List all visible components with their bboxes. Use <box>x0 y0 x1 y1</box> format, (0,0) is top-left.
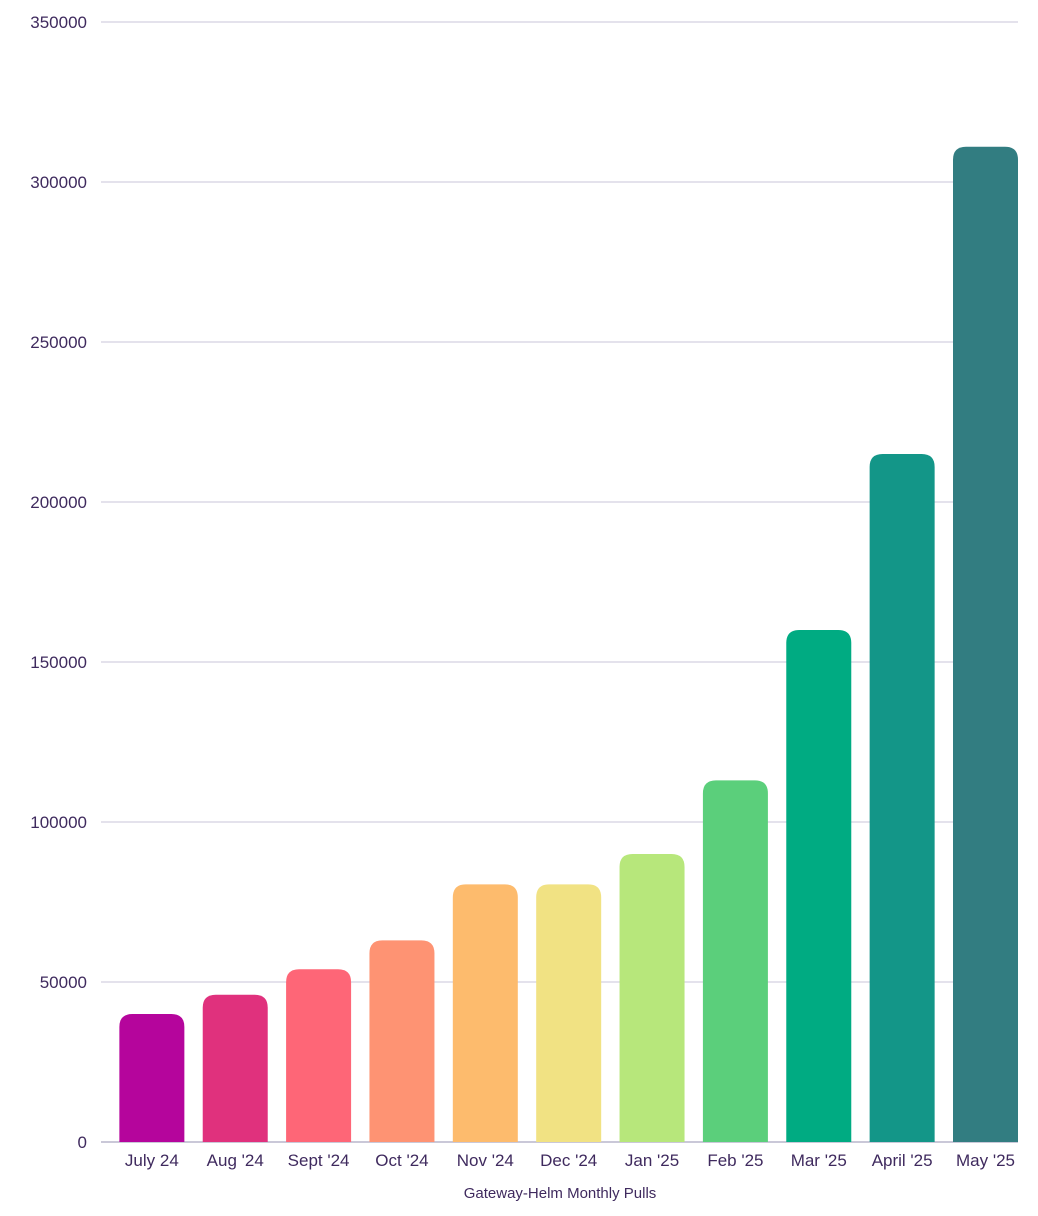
x-tick-label: Jan '25 <box>625 1151 679 1170</box>
x-axis-title: Gateway-Helm Monthly Pulls <box>464 1185 657 1202</box>
y-tick-label: 200000 <box>30 493 87 512</box>
y-tick-label: 350000 <box>30 13 87 32</box>
bars <box>119 146 1018 1143</box>
bar <box>369 940 435 1142</box>
x-tick-label: Nov '24 <box>457 1151 514 1170</box>
y-tick-label: 250000 <box>30 333 87 352</box>
bar <box>536 884 602 1142</box>
x-tick-label: Aug '24 <box>207 1151 264 1170</box>
y-tick-label: 300000 <box>30 173 87 192</box>
y-tick-label: 150000 <box>30 653 87 672</box>
x-tick-label: Sept '24 <box>288 1151 350 1170</box>
x-tick-label: April '25 <box>872 1151 933 1170</box>
bar <box>202 994 268 1142</box>
x-tick-label: July 24 <box>125 1151 179 1170</box>
bar <box>953 146 1018 1143</box>
bar <box>119 1014 185 1142</box>
x-tick-label: May '25 <box>956 1151 1015 1170</box>
bar <box>702 780 768 1142</box>
bar <box>786 630 852 1142</box>
bar <box>452 884 518 1142</box>
bar <box>869 454 935 1142</box>
y-tick-label: 0 <box>78 1133 87 1152</box>
y-axis-tick-labels: 0 50000 100000 150000 200000 250000 300000 3500… <box>30 13 87 1152</box>
bar <box>286 969 352 1142</box>
bar <box>619 854 685 1142</box>
x-tick-label: Mar '25 <box>791 1151 847 1170</box>
y-tick-label: 100000 <box>30 813 87 832</box>
gridlines <box>101 21 1018 1143</box>
x-axis-category-labels: July 24 Aug '24 Sept '24 Oct '24 Nov '24 Dec … <box>125 1151 1015 1170</box>
y-tick-label: 50000 <box>40 973 87 992</box>
x-tick-label: Dec '24 <box>540 1151 597 1170</box>
x-tick-label: Feb '25 <box>707 1151 763 1170</box>
x-tick-label: Oct '24 <box>375 1151 428 1170</box>
